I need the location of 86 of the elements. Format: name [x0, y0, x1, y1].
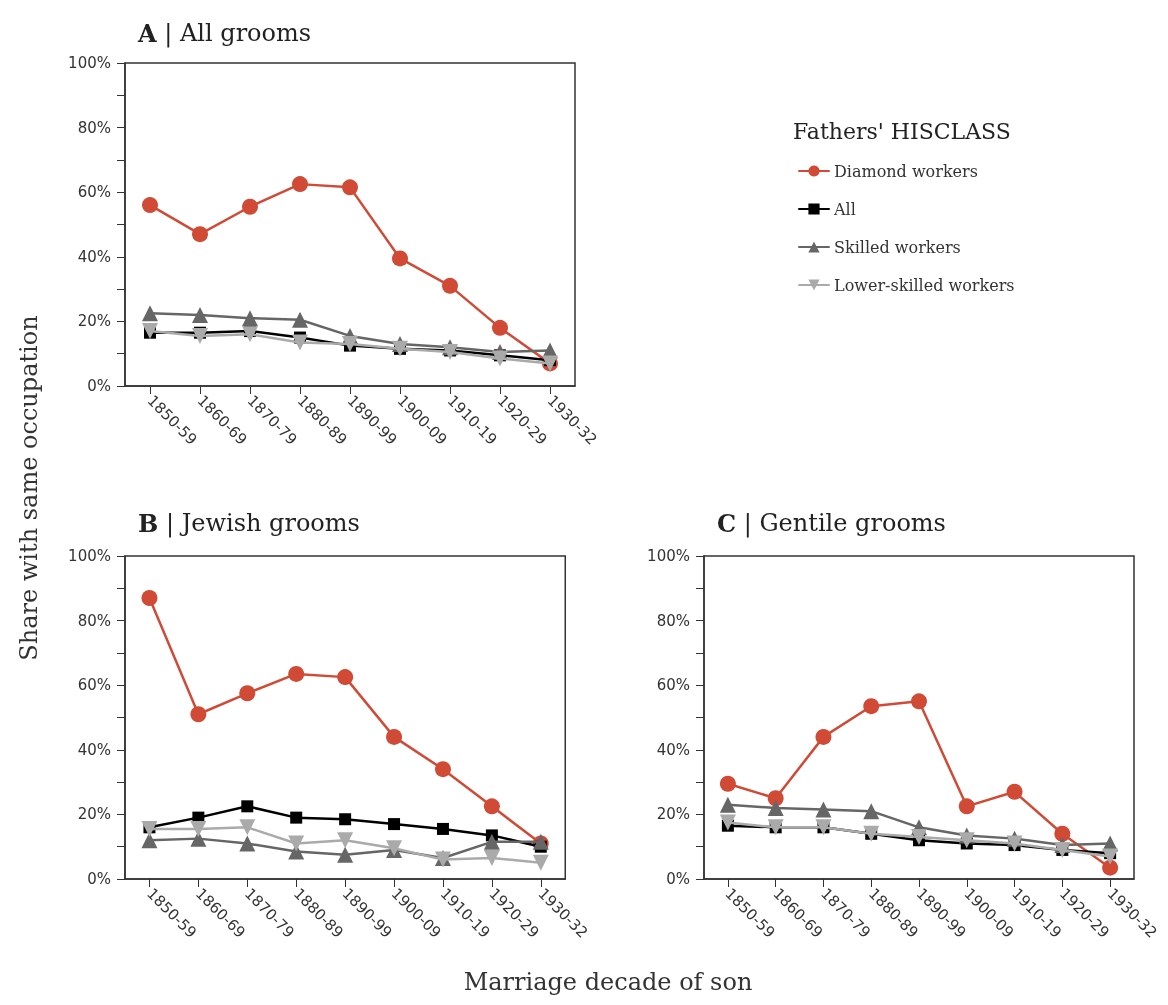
point	[142, 305, 158, 322]
point	[141, 832, 158, 849]
y-tick-label: 0%	[87, 870, 111, 888]
point	[442, 344, 458, 361]
point	[1006, 835, 1023, 852]
point	[719, 796, 736, 813]
point	[388, 818, 401, 831]
point	[815, 801, 832, 818]
point	[386, 728, 403, 745]
point	[483, 833, 500, 850]
point	[192, 226, 208, 243]
point	[192, 327, 208, 344]
point	[292, 311, 308, 328]
point	[337, 669, 354, 686]
point	[339, 813, 352, 826]
y-tick-label: 40%	[656, 740, 690, 759]
y-tick-label: 100%	[68, 547, 111, 565]
point	[239, 835, 256, 852]
point	[863, 803, 880, 820]
y-tick-label: 80%	[656, 611, 690, 630]
point	[337, 832, 354, 849]
y-tick-label: 20%	[77, 805, 111, 824]
point	[242, 310, 258, 327]
point	[719, 775, 736, 792]
point	[1054, 825, 1071, 842]
point	[436, 822, 449, 835]
legend-label: Diamond workers	[834, 161, 978, 181]
point	[483, 798, 500, 815]
point	[292, 334, 308, 351]
point	[342, 179, 358, 196]
point	[532, 854, 549, 871]
y-tick-label: 100%	[68, 54, 111, 72]
point	[190, 820, 207, 837]
point	[863, 698, 880, 715]
y-tick-label: 0%	[87, 377, 111, 395]
legend-label: Skilled workers	[834, 237, 961, 257]
point	[1102, 859, 1119, 876]
point	[242, 326, 258, 343]
legend-label: Lower-skilled workers	[834, 275, 1015, 295]
y-tick-label: 20%	[656, 805, 690, 824]
y-axis-title: Share with same occupation	[15, 314, 44, 663]
point	[492, 319, 508, 336]
point	[242, 198, 258, 215]
point	[190, 706, 207, 723]
y-tick-label: 60%	[656, 676, 690, 695]
point	[958, 798, 975, 815]
point	[239, 819, 256, 836]
point	[442, 277, 458, 294]
y-tick-label: 20%	[77, 312, 111, 331]
point	[288, 835, 305, 852]
point	[719, 814, 736, 831]
y-tick-label: 80%	[77, 611, 111, 630]
chart-title: B | Jewish grooms	[138, 508, 360, 538]
y-tick-label: 80%	[77, 118, 111, 137]
chart-title: C | Gentile grooms	[717, 508, 946, 538]
chart-title: A | All grooms	[137, 18, 312, 48]
point	[911, 693, 927, 710]
point	[192, 306, 208, 323]
point	[492, 350, 508, 367]
y-tick-label: 0%	[666, 870, 690, 888]
legend-label: All	[833, 199, 856, 219]
point	[337, 846, 354, 863]
point	[767, 799, 784, 816]
point	[434, 761, 451, 778]
y-tick-label: 40%	[77, 247, 111, 266]
y-tick-label: 60%	[77, 676, 111, 695]
point	[1102, 848, 1119, 865]
x-axis-title: Marriage decade of son	[462, 968, 754, 996]
point	[239, 685, 256, 702]
point	[958, 832, 975, 849]
point	[290, 811, 303, 824]
y-tick-label: 60%	[77, 183, 111, 202]
point	[392, 250, 408, 267]
y-tick-label: 100%	[647, 547, 690, 565]
point	[767, 790, 784, 807]
point	[142, 197, 158, 214]
point	[288, 665, 305, 682]
point	[483, 850, 500, 867]
point	[1006, 783, 1023, 800]
point	[911, 829, 927, 846]
point	[141, 589, 158, 606]
point	[241, 800, 254, 813]
legend-title: Fathers' HISCLASS	[793, 118, 1011, 144]
point	[292, 176, 308, 193]
y-tick-label: 40%	[77, 740, 111, 759]
point	[815, 728, 832, 745]
